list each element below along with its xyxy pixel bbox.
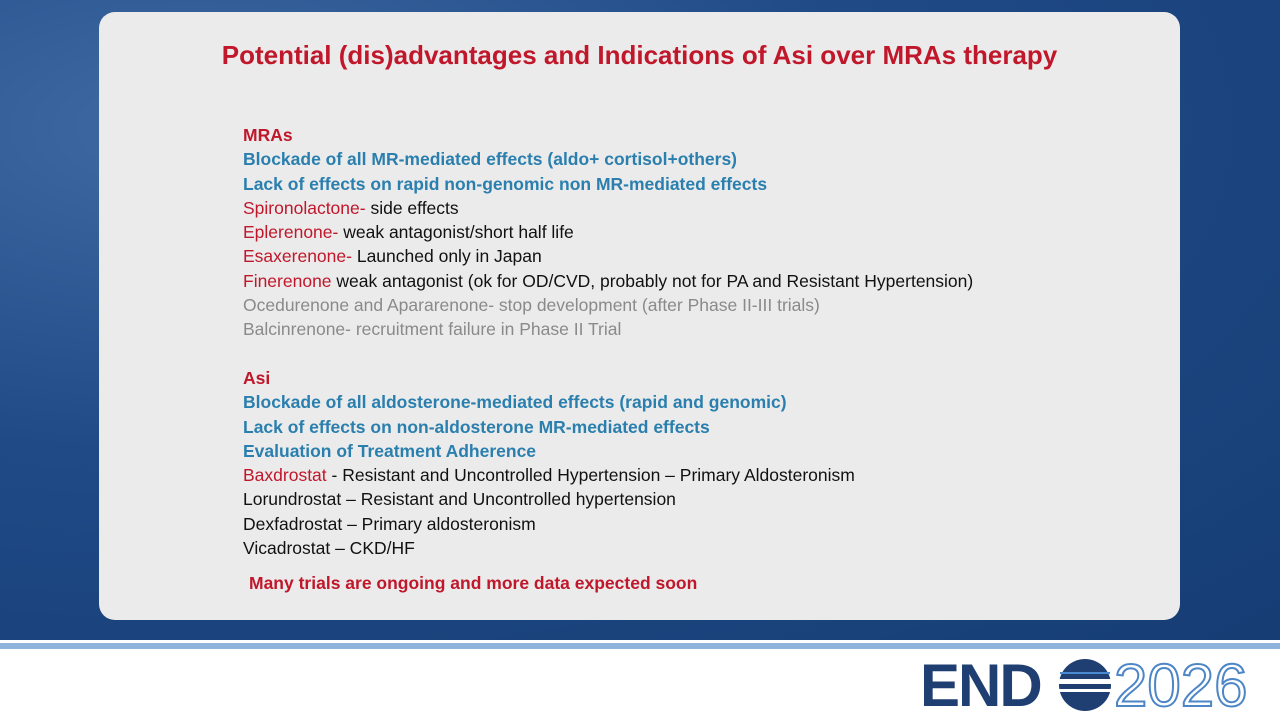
line: Spironolactone- side effects	[243, 196, 973, 220]
line-text: Lack of effects on rapid non-genomic non…	[243, 173, 768, 194]
line: Balcinrenone- recruitment failure in Pha…	[243, 317, 973, 341]
line: Vicadrostat – CKD/HF	[243, 536, 973, 560]
line: Blockade of all MR-mediated effects (ald…	[243, 147, 973, 171]
line: Evaluation of Treatment Adherence	[243, 439, 973, 463]
logo-right: 2026	[1114, 652, 1247, 716]
line: Esaxerenone- Launched only in Japan	[243, 244, 973, 268]
line-text: side effects	[370, 197, 459, 218]
line: Blockade of all aldosterone-mediated eff…	[243, 390, 973, 414]
line-text: Evaluation of Treatment Adherence	[243, 440, 537, 461]
line-text: Vicadrostat – CKD/HF	[243, 538, 415, 559]
line-text: Blockade of all aldosterone-mediated eff…	[243, 392, 787, 413]
line: Baxdrostat - Resistant and Uncontrolled …	[243, 463, 973, 487]
drug-name: Baxdrostat	[243, 465, 327, 486]
line: Finerenone weak antagonist (ok for OD/CV…	[243, 269, 973, 293]
slide-title: Potential (dis)advantages and Indication…	[221, 40, 1058, 70]
divider	[0, 643, 1280, 649]
line-text: Dexfadrostat – Primary aldosteronism	[243, 513, 536, 534]
card	[99, 12, 1180, 620]
line-text: Blockade of all MR-mediated effects (ald…	[243, 149, 737, 170]
logo: END 2026	[920, 652, 1248, 716]
line-text: weak antagonist/short half life	[343, 222, 574, 243]
line: Dexfadrostat – Primary aldosteronism	[243, 512, 973, 536]
section: MRAs Blockade of all MR-mediated effects …	[243, 123, 973, 342]
logo-left: END	[920, 652, 1041, 716]
section-heading: Asi	[243, 367, 271, 388]
line-text: Ocedurenone and Apararenone- stop develo…	[243, 295, 820, 316]
drug-name: Esaxerenone-	[243, 246, 352, 267]
line-text: - Resistant and Uncontrolled Hypertensio…	[331, 465, 855, 486]
section: Asi Blockade of all aldosterone-mediated …	[243, 366, 973, 560]
line-text: Launched only in Japan	[356, 246, 542, 267]
line-text: Lack of effects on non-aldosterone MR-me…	[243, 416, 710, 437]
line: Ocedurenone and Apararenone- stop develo…	[243, 293, 973, 317]
line: Lack of effects on non-aldosterone MR-me…	[243, 415, 973, 439]
logo-globe	[1055, 659, 1115, 711]
note: Many trials are ongoing and more data ex…	[249, 573, 698, 593]
line: Lack of effects on rapid non-genomic non…	[243, 172, 973, 196]
drug-name: Spironolactone-	[243, 197, 366, 218]
drug-name: Finerenone	[243, 270, 332, 291]
content: MRAs Blockade of all MR-mediated effects …	[243, 123, 973, 560]
drug-name: Eplerenone-	[243, 222, 339, 243]
line: Eplerenone- weak antagonist/short half l…	[243, 220, 973, 244]
line: Lorundrostat – Resistant and Uncontrolle…	[243, 487, 973, 511]
section-heading: MRAs	[243, 125, 293, 145]
line-text: Lorundrostat – Resistant and Uncontrolle…	[243, 489, 676, 510]
line-text: Balcinrenone- recruitment failure in Pha…	[243, 319, 622, 340]
line-text: weak antagonist (ok for OD/CVD, probably…	[336, 270, 974, 291]
